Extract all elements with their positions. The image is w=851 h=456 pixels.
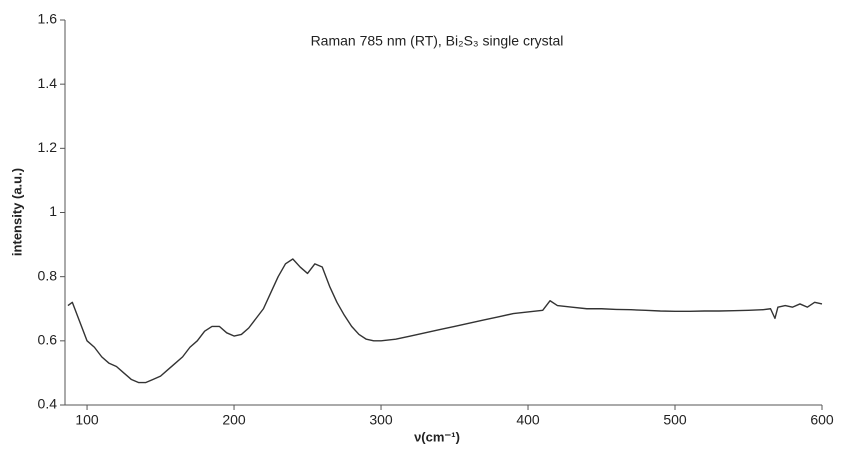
y-axis-label: intensity (a.u.) [9, 168, 24, 256]
x-tick-label: 500 [663, 412, 687, 428]
y-tick-label: 0.8 [38, 267, 58, 283]
x-tick-label: 200 [222, 412, 246, 428]
chart-title: Raman 785 nm (RT), Bi₂S₃ single crystal [311, 33, 564, 49]
y-tick-label: 1 [49, 203, 57, 219]
line-series [67, 258, 823, 384]
x-tick-label: 100 [75, 412, 99, 428]
y-tick-label: 1.4 [38, 75, 58, 91]
x-axis-label: ν(cm⁻¹) [414, 429, 460, 444]
y-tick-label: 0.4 [38, 396, 58, 412]
x-tick-label: 300 [369, 412, 393, 428]
x-tick-label: 400 [516, 412, 540, 428]
y-tick-label: 1.6 [38, 11, 58, 27]
y-tick-label: 1.2 [38, 139, 58, 155]
x-tick-label: 600 [810, 412, 834, 428]
y-tick-label: 0.6 [38, 332, 58, 348]
